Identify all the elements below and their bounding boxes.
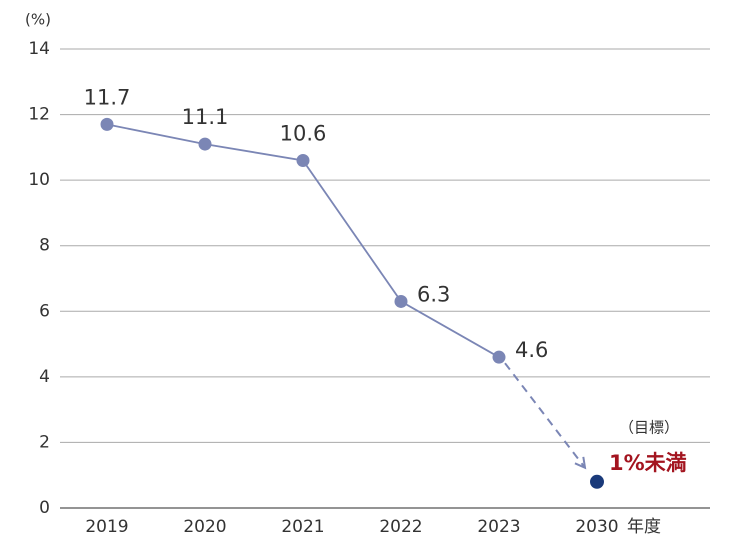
y-tick-label: 0 — [39, 498, 50, 518]
x-axis-label: 年度 — [627, 517, 661, 537]
data-label: 11.1 — [182, 105, 229, 129]
x-tick-label: 2020 — [183, 517, 226, 537]
target-arrow — [504, 362, 586, 469]
y-tick-label: 14 — [28, 39, 50, 59]
y-tick-label: 2 — [39, 432, 50, 452]
point — [394, 294, 408, 308]
point — [198, 137, 212, 151]
point — [492, 350, 506, 364]
point — [296, 153, 310, 167]
y-axis-label: (%) — [25, 11, 51, 29]
target-label: 1%未満 — [609, 451, 687, 475]
y-tick-label: 12 — [28, 105, 50, 125]
data-label: 10.6 — [280, 121, 327, 145]
y-tick-label: 8 — [39, 236, 50, 256]
data-label: 11.7 — [84, 85, 131, 109]
data-label: 6.3 — [417, 282, 450, 306]
point — [100, 117, 114, 131]
x-tick-label: 2022 — [379, 517, 422, 537]
x-tick-label: 2023 — [477, 517, 520, 537]
x-tick-label: 2030 — [575, 517, 618, 537]
data-label: 4.6 — [515, 338, 548, 362]
y-tick-label: 6 — [39, 301, 50, 321]
y-tick-label: 10 — [28, 170, 50, 190]
target-note: （目標） — [619, 418, 679, 436]
target-point — [590, 474, 604, 489]
y-tick-label: 4 — [39, 367, 50, 387]
x-tick-label: 2021 — [281, 517, 324, 537]
target-arrowhead — [574, 456, 587, 470]
x-tick-label: 2019 — [85, 517, 128, 537]
